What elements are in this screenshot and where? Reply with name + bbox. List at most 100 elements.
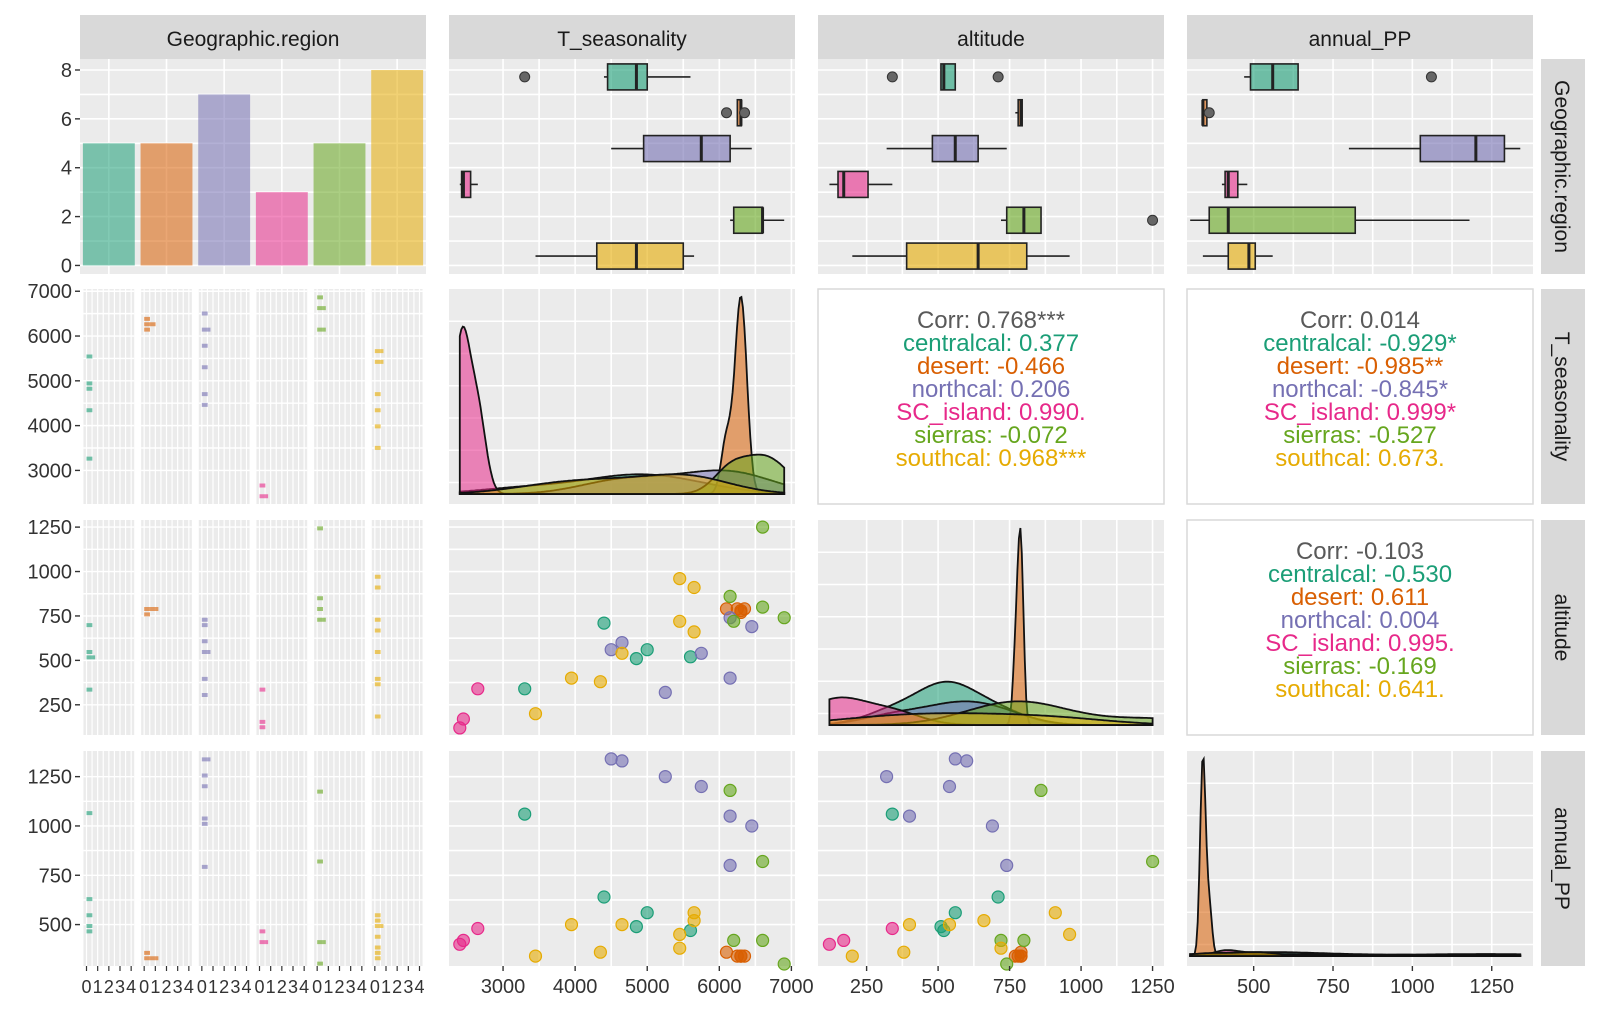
scatter-point-southcal [615, 646, 629, 660]
strip-label: annual_PP [1550, 807, 1573, 910]
scatter-point-northcal [694, 779, 708, 794]
outlier-point [739, 107, 751, 119]
scatter-point-southcal [593, 945, 608, 959]
x-tick-label: 3 [230, 977, 240, 997]
scatter-point-northcal [604, 752, 618, 766]
box-southcal [595, 242, 685, 270]
scatter-point-northcal [658, 769, 672, 784]
hist-bar-centralcal [86, 924, 93, 928]
bar-northcal [198, 94, 251, 266]
boxplot-panel [449, 59, 795, 274]
outlier-point [721, 107, 733, 119]
strip-bg [1187, 15, 1533, 59]
scatter-point-northcal [723, 809, 737, 823]
hist-bar-SC_island [259, 940, 269, 945]
scatter-point-northcal [723, 671, 737, 685]
panel-bg [818, 751, 1164, 966]
scatter-panel [818, 751, 1164, 971]
hist-bar-centralcal [86, 811, 93, 816]
hist-bar-SC_island [259, 687, 266, 692]
scatter-point-sierras [755, 600, 770, 614]
y-tick-label: 1000 [28, 816, 73, 838]
hist-bar-desert [144, 322, 156, 327]
y-tick-label: 750 [39, 865, 72, 887]
x-tick-label: 0 [197, 977, 207, 997]
hist-bar-northcal [201, 757, 211, 762]
scatter-point-southcal [897, 945, 911, 959]
scatter-point-sierras [727, 933, 741, 948]
y-tick-label: 1250 [28, 767, 73, 789]
x-tick-label: 3 [115, 977, 125, 997]
x-tick-label: 3 [173, 977, 183, 997]
x-tick-label: 0 [312, 977, 322, 997]
corr-line: southcal: 0.673. [1275, 445, 1444, 472]
facet-hist-panel: 250 500 750 1000 1250 [28, 517, 423, 735]
density-southcal [1189, 951, 1521, 957]
x-tick-label: 1 [93, 977, 103, 997]
hist-bar-sierras [317, 526, 324, 531]
hist-bar-centralcal [86, 650, 93, 654]
corr-line: northcal: 0.004 [1281, 607, 1440, 634]
strip-bg [1541, 59, 1585, 274]
scatter-point-northcal [960, 754, 974, 768]
hist-bar-southcal [374, 682, 381, 687]
boxplot-panel [818, 59, 1164, 274]
corr-line: centralcal: -0.929* [1263, 330, 1456, 357]
corr-line: centralcal: 0.377 [903, 330, 1079, 357]
outlier-point [1425, 71, 1437, 83]
strip-bg [80, 15, 426, 59]
bar-SC_island [255, 192, 308, 266]
x-tick-label: 5000 [625, 976, 670, 998]
scatter-point-southcal [528, 707, 543, 721]
hist-bar-southcal [374, 650, 381, 654]
row-strip: Geographic.region [1541, 59, 1585, 274]
bar-panel: 0 2 4 6 8 [61, 59, 426, 277]
hist-bar-northcal [201, 343, 208, 348]
panel-bg [449, 751, 795, 966]
boxplot-panel [1187, 59, 1533, 274]
y-tick-label: 1000 [28, 562, 73, 584]
corr-line: Corr: 0.768*** [917, 307, 1065, 334]
x-tick-label: 1 [150, 977, 160, 997]
scatter-point-northcal [902, 809, 917, 823]
box-centralcal [606, 63, 649, 91]
scatter-point-sierras [1034, 783, 1048, 798]
x-tick-label: 2 [392, 977, 402, 997]
hist-bar-northcal [201, 650, 211, 654]
row-strip: altitude [1541, 520, 1585, 735]
y-tick-label: 4 [61, 158, 72, 180]
x-tick-label: 0 [254, 977, 264, 997]
corr-line: SC_island: 0.990. [896, 399, 1085, 426]
scatter-point-sierras [755, 520, 770, 534]
corr-line: desert: 0.611 [1291, 584, 1429, 611]
column-strip: T_seasonality [449, 15, 795, 59]
hist-bar-northcal [201, 693, 208, 697]
hist-bar-northcal [201, 617, 208, 622]
facet-hist-clip [83, 751, 423, 966]
scatter-point-sierras [755, 933, 770, 948]
strip-bg [449, 15, 795, 59]
x-tick-label: 1 [266, 977, 276, 997]
box-sierras [732, 206, 764, 235]
hist-bar-northcal [201, 676, 208, 681]
hist-bar-sierras [317, 940, 326, 945]
hist-bar-southcal [374, 945, 381, 950]
hist-bar-southcal [374, 714, 381, 719]
x-tick-label: 750 [993, 976, 1026, 998]
scatter-point-centralcal [597, 616, 611, 630]
bar-sierras [313, 143, 366, 266]
density-curves [828, 527, 1154, 726]
y-tick-label: 0 [61, 255, 72, 277]
x-tick-label: 2 [161, 977, 171, 997]
hist-bar-SC_island [259, 929, 266, 934]
density-panel [449, 289, 795, 504]
x-tick-label: 3 [288, 977, 298, 997]
scatter-point-centralcal [683, 650, 698, 664]
hist-bar-sierras [317, 306, 326, 311]
corr-line: desert: -0.985** [1277, 353, 1444, 380]
x-tick-label: 4 [357, 977, 367, 997]
scatter-point-southcal [902, 917, 917, 932]
hist-bar-centralcal [86, 655, 96, 660]
hist-bar-sierras [317, 859, 324, 864]
